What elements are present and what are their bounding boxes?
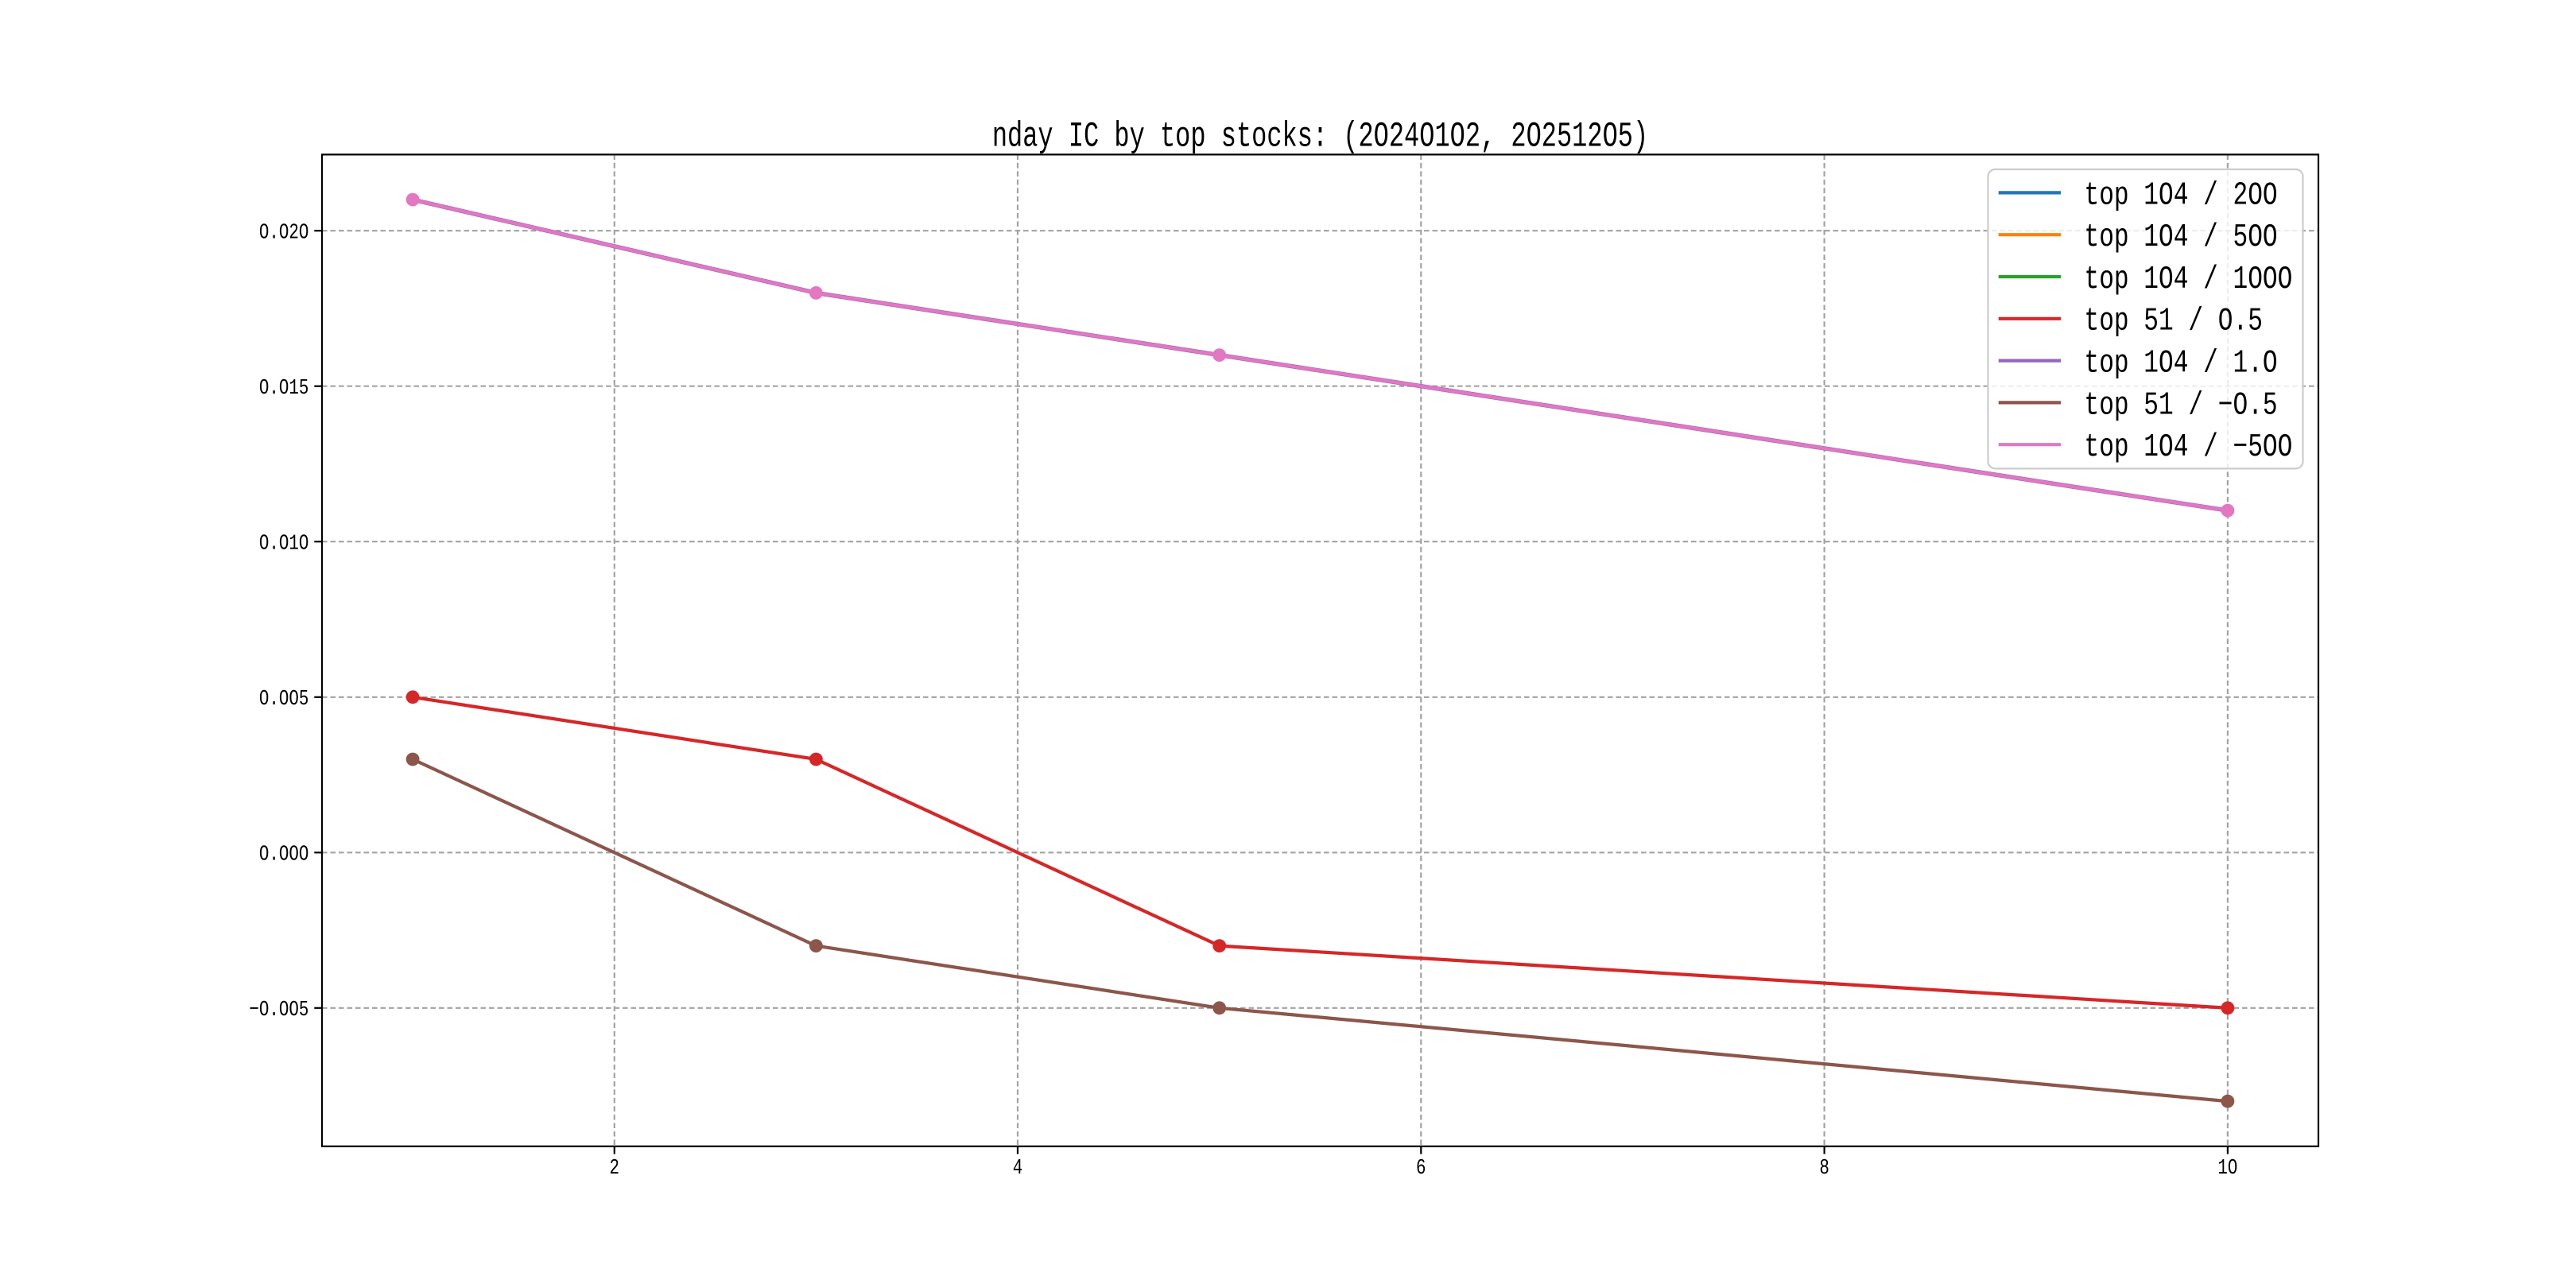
svg-text:top 1O4 / 5OO: top 1O4 / 5OO xyxy=(2085,219,2278,255)
svg-text:top 1O4 / 2OO: top 1O4 / 2OO xyxy=(2085,177,2278,214)
svg-text:O.OO5: O.OO5 xyxy=(259,688,308,712)
svg-text:top 1O4 / −5OO: top 1O4 / −5OO xyxy=(2085,429,2293,465)
svg-text:top 1O4 / 1.O: top 1O4 / 1.O xyxy=(2085,345,2278,382)
svg-text:top 51 / O.5: top 51 / O.5 xyxy=(2085,303,2263,339)
svg-text:O.OOO: O.OOO xyxy=(259,843,308,867)
svg-text:nday IC by top stocks: (2O24O1: nday IC by top stocks: (2O24O1O2, 2O2512… xyxy=(992,117,1648,157)
svg-text:top 1O4 / 1OOO: top 1O4 / 1OOO xyxy=(2085,261,2293,297)
svg-text:4: 4 xyxy=(1013,1157,1022,1181)
svg-text:O.O2O: O.O2O xyxy=(259,221,308,245)
svg-text:top 51 / −O.5: top 51 / −O.5 xyxy=(2085,387,2278,424)
svg-text:2: 2 xyxy=(610,1157,619,1181)
svg-text:O.O1O: O.O1O xyxy=(259,532,308,556)
svg-text:6: 6 xyxy=(1416,1157,1426,1181)
svg-text:−O.OO5: −O.OO5 xyxy=(249,999,308,1022)
svg-text:8: 8 xyxy=(1819,1157,1829,1181)
svg-text:O.O15: O.O15 xyxy=(259,377,308,401)
svg-text:1O: 1O xyxy=(2217,1157,2237,1181)
